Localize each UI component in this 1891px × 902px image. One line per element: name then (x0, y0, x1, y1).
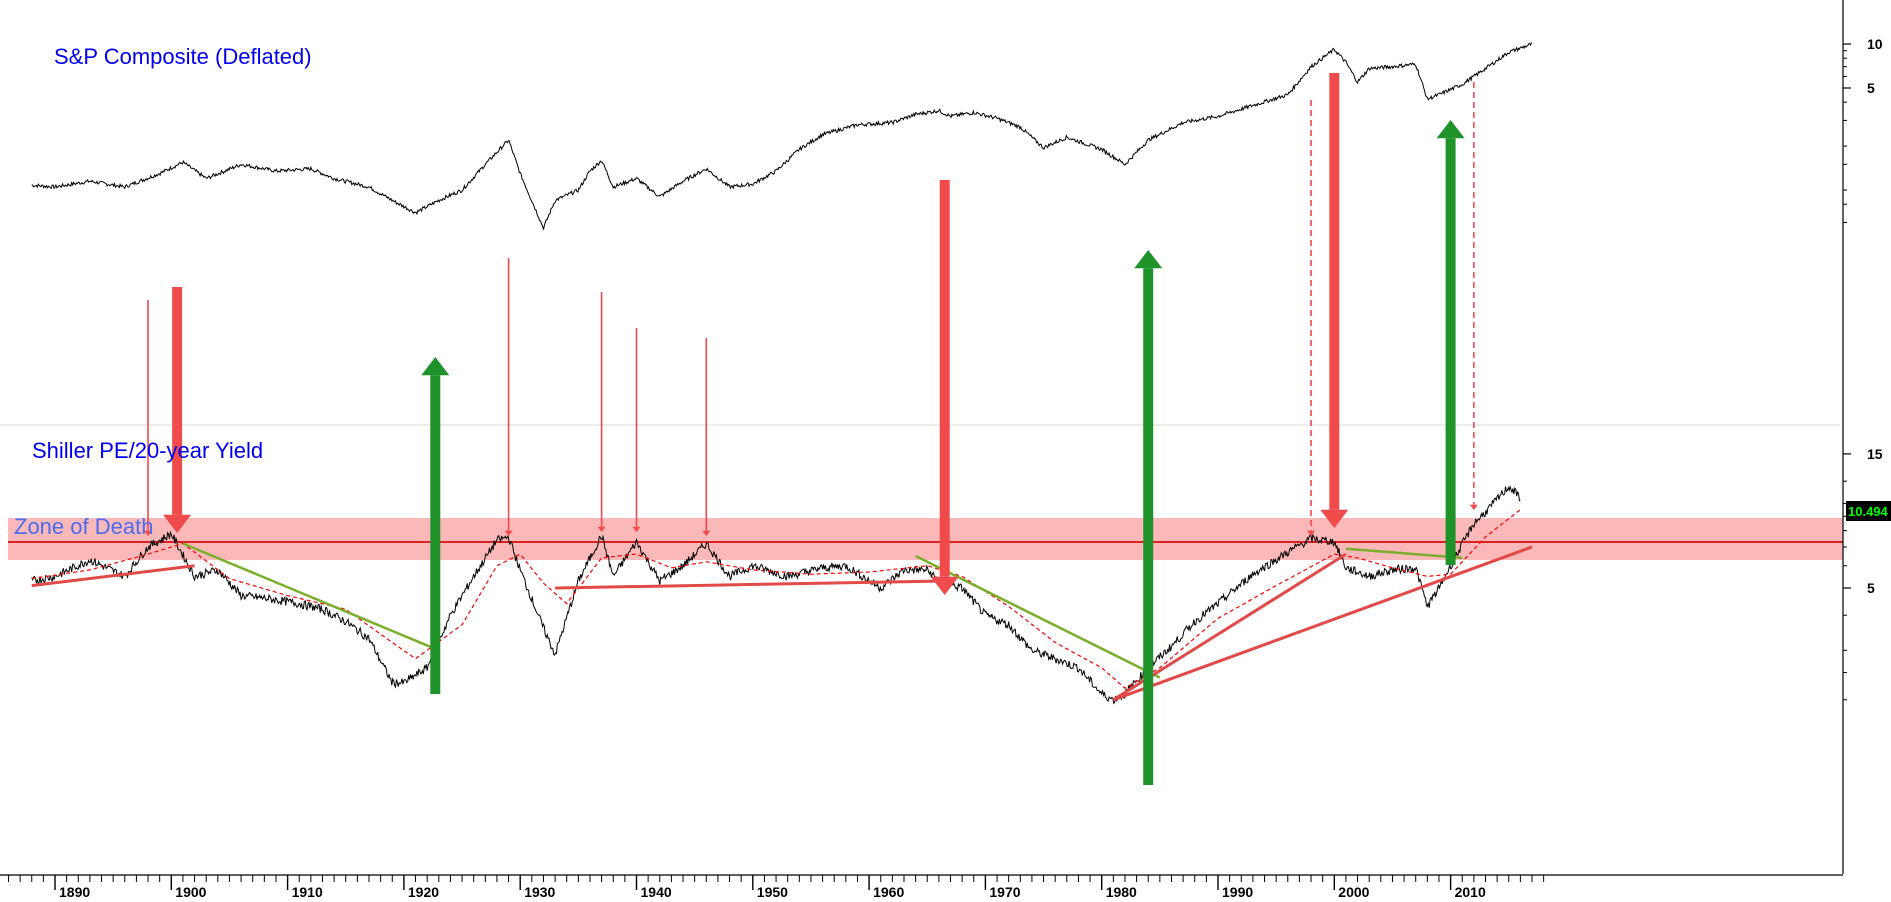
x-axis-tick-label: 1930 (524, 884, 555, 900)
series-layer (31, 42, 1532, 705)
sell-arrow-thin-1-head (144, 530, 153, 536)
sell-arrow-dashed-1-head (1307, 530, 1316, 536)
buy-arrow-1-head (421, 357, 450, 376)
annotation-layer (31, 73, 1533, 785)
x-axis-tick-label: 2000 (1338, 884, 1369, 900)
x-axis-tick-label: 1910 (292, 884, 323, 900)
trendline-down-1964-1985 (915, 554, 1161, 679)
trendline-up-1888-1902 (31, 564, 195, 588)
right-axis-tick-label: 15 (1867, 446, 1883, 462)
x-axis-tick-label: 1940 (641, 884, 672, 900)
shiller-pe-yield-line (31, 484, 1521, 705)
x-axis-tick-label: 1990 (1222, 884, 1253, 900)
right-axis-tick-label: 5 (1867, 80, 1875, 96)
zone-of-death-band (8, 518, 1843, 560)
x-axis-tick-label: 1960 (873, 884, 904, 900)
last-value-badge (1846, 501, 1891, 521)
zone-of-death-label: Zone of Death (14, 514, 153, 539)
sell-arrow-thick-1-head (163, 514, 192, 533)
x-axis-tick-label: 1970 (989, 884, 1020, 900)
sell-arrow-thin-3-head (597, 526, 606, 532)
trendline-down-2001-2011 (1345, 547, 1463, 560)
sell-arrow-thin-2-head (504, 530, 513, 536)
shiller-pe-yield-smoothed-line (31, 509, 1521, 689)
sell-arrow-thin-4-head (632, 526, 641, 532)
x-axis-tick-label: 1920 (408, 884, 439, 900)
sp-composite-deflated-line (31, 42, 1532, 230)
x-axis-tick-label: 1890 (59, 884, 90, 900)
trendline-flat-1933-1967 (555, 579, 951, 590)
right-axis-tick-label: 10 (1867, 36, 1883, 52)
plot-area-top (0, 0, 1840, 425)
sell-arrow-thin-5-head (702, 530, 711, 536)
x-axis-tick-label: 1980 (1106, 884, 1137, 900)
sell-arrow-thick-2-head (930, 576, 959, 595)
top-panel-title: S&P Composite (Deflated) (54, 44, 312, 69)
buy-arrow-3-head (1436, 120, 1465, 139)
x-axis-tick-label: 2010 (1455, 884, 1486, 900)
right-axis-tick-label: 5 (1867, 580, 1875, 596)
x-axis-tick-label: 1950 (757, 884, 788, 900)
sell-arrow-dashed-2-head (1469, 504, 1478, 510)
trendline-down-1901-1923 (182, 542, 440, 652)
last-value-text: 10.494 (1848, 504, 1889, 519)
plot-area-bottom (0, 425, 1840, 874)
bottom-panel-title: Shiller PE/20-year Yield (32, 438, 263, 463)
x-axis-tick-label: 1900 (175, 884, 206, 900)
right-axis-ticks: 10 5 15 5 (1843, 36, 1883, 701)
x-axis-ticks: 1890 1900 1910 1920 1930 1940 1950 1960 1970 1980… (7, 875, 1545, 900)
trendline-up-1981-2017 (1112, 545, 1533, 702)
sell-arrow-thick-3-head (1320, 509, 1349, 528)
buy-arrow-2-head (1134, 250, 1163, 269)
